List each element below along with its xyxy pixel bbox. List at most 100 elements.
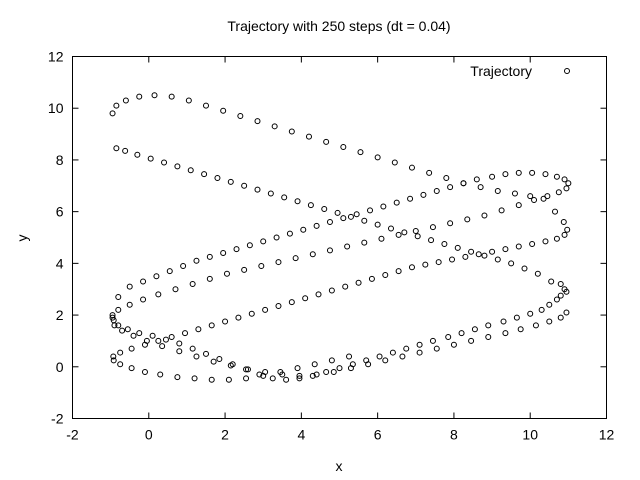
legend-marker-trajectory [564,68,570,74]
trajectory-point [414,233,421,240]
trajectory-point [532,322,539,329]
trajectory-point [382,271,389,278]
trajectory-point [172,286,179,293]
y-tick-label: 6 [56,204,64,220]
trajectory-point [336,365,343,372]
trajectory-point [151,92,158,99]
trajectory-point [155,291,162,298]
trajectory-point [347,365,354,372]
x-tick-label: 8 [450,427,458,443]
trajectory-point [481,252,488,259]
trajectory-point [515,243,522,250]
trajectory-point [433,345,440,352]
trajectory-point [561,231,568,238]
trajectory-point [407,195,414,202]
trajectory-point [275,303,282,310]
trajectory-point [445,334,452,341]
x-tick-label: 2 [221,427,229,443]
trajectory-point [416,341,423,348]
trajectory-point [426,169,433,176]
trajectory-point [161,159,168,166]
trajectory-point [233,246,240,253]
trajectory-point [126,283,133,290]
trajectory-point [542,171,549,178]
trajectory-point [176,348,183,355]
trajectory-point [254,186,261,193]
trajectory-point [262,306,269,313]
trajectory-point [117,349,124,356]
trajectory-point [563,309,570,316]
trajectory-point [296,375,303,382]
trajectory-point [141,368,148,375]
plot-frame [72,56,607,419]
trajectory-point [553,173,560,180]
trajectory-point [109,314,116,321]
trajectory-point [227,362,234,369]
trajectory-point [401,229,408,236]
trajectory-point [494,187,501,194]
trajectory-point [416,349,423,356]
trajectory-point [428,237,435,244]
trajectory-point [128,345,135,352]
trajectory-point [321,206,328,213]
trajectory-point [174,374,181,381]
trajectory-point [565,180,572,187]
trajectory-point [382,357,389,364]
trajectory-point [193,353,200,360]
trajectory-point [208,376,215,383]
trajectory-point [538,306,545,313]
trajectory-point [540,195,547,202]
trajectory-point [248,310,255,317]
trajectory-point [527,193,534,200]
y-tick-label: 4 [56,255,64,271]
trajectory-point [300,226,307,233]
trajectory-point [254,118,261,125]
trajectory-point [553,296,560,303]
trajectory-point [475,251,482,258]
trajectory-point [422,261,429,268]
trajectory-point [563,288,570,295]
trajectory-point [447,184,454,191]
trajectory-point [340,215,347,222]
trajectory-point [313,222,320,229]
trajectory-point [389,349,396,356]
trajectory-point [258,262,265,269]
trajectory-point [534,270,541,277]
trajectory-point [494,256,501,263]
trajectory-point [346,353,353,360]
trajectory-point [515,169,522,176]
y-axis-label: y [14,235,30,242]
y-tick-label: 0 [56,359,64,375]
trajectory-point [168,93,175,100]
trajectory-point [294,365,301,372]
trajectory-point [193,257,200,264]
trajectory-point [380,203,387,210]
trajectory-point [296,372,303,379]
trajectory-point [136,93,143,100]
trajectory-point [376,353,383,360]
trajectory-point [542,238,549,245]
trajectory-point [286,230,293,237]
trajectory-point [347,213,354,220]
trajectory-point [176,340,183,347]
trajectory-point [292,255,299,262]
trajectory-point [326,247,333,254]
trajectory-point [471,326,478,333]
trajectory-point [180,262,187,269]
trajectory-point [246,242,253,249]
trajectory-point [378,235,385,242]
trajectory-point [214,175,221,182]
trajectory-point [489,248,496,255]
trajectory-point [361,239,368,246]
trajectory-point [328,287,335,294]
trajectory-point [458,330,465,337]
trajectory-point [201,171,208,178]
trajectory-point [420,191,427,198]
trajectory-point [109,110,116,117]
trajectory-point [344,243,351,250]
trajectory-point [111,322,118,329]
trajectory-point [374,221,381,228]
trajectory-point [185,97,192,104]
trajectory-point [521,265,528,272]
